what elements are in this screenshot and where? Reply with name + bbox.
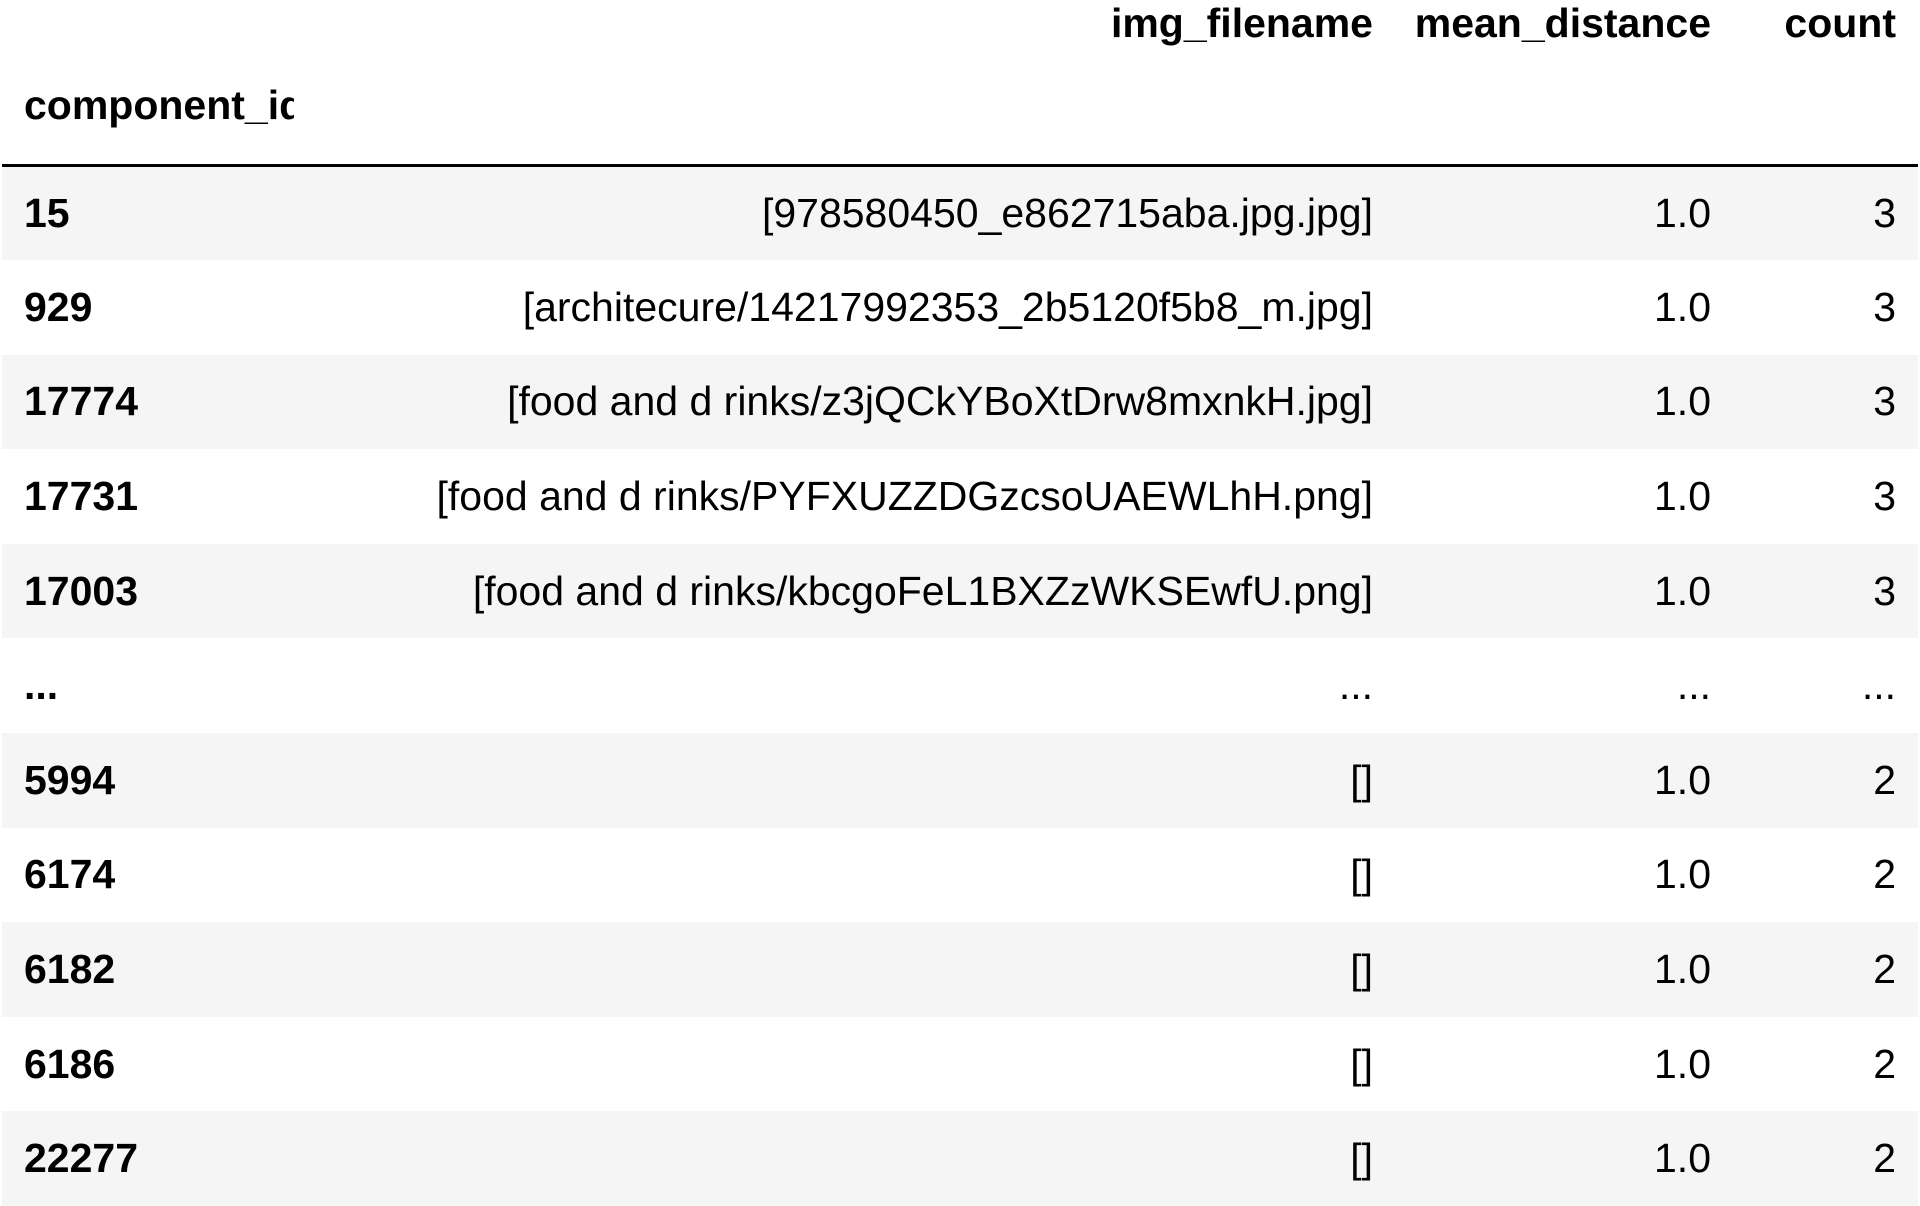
cell-mean-distance: 1.0	[1373, 166, 1733, 261]
row-index: 6174	[2, 828, 294, 923]
table-header: img_filename mean_distance count compone…	[2, 0, 1918, 166]
cell-count: 2	[1733, 828, 1918, 923]
table-row: ... ... ... ...	[2, 638, 1918, 733]
column-header-row: img_filename mean_distance count	[2, 0, 1918, 46]
cell-count: 2	[1733, 1111, 1918, 1206]
table-row: 5994 [] 1.0 2	[2, 733, 1918, 828]
row-index: 5994	[2, 733, 294, 828]
cell-img-filename: [food and d rinks/kbcgoFeL1BXZzWKSEwfU.p…	[294, 544, 1373, 639]
column-header-mean-distance: mean_distance	[1373, 0, 1733, 46]
cell-count: 2	[1733, 922, 1918, 1017]
table-row: 22277 [] 1.0 2	[2, 1111, 1918, 1206]
cell-count: 2	[1733, 1017, 1918, 1112]
row-index: 17003	[2, 544, 294, 639]
index-header-empty	[1733, 46, 1918, 166]
row-index: 6186	[2, 1017, 294, 1112]
table-row: 15 [978580450_e862715aba.jpg.jpg] 1.0 3	[2, 166, 1918, 261]
cell-img-filename: [food and d rinks/PYFXUZZDGzcsoUAEWLhH.p…	[294, 449, 1373, 544]
cell-mean-distance: ...	[1373, 638, 1733, 733]
cell-count: 3	[1733, 355, 1918, 450]
cell-count: ...	[1733, 638, 1918, 733]
row-index: 17774	[2, 355, 294, 450]
table-row: 17774 [food and d rinks/z3jQCkYBoXtDrw8m…	[2, 355, 1918, 450]
cell-img-filename: ...	[294, 638, 1373, 733]
index-header-blank	[2, 0, 294, 46]
row-index: 15	[2, 166, 294, 261]
table-row: 17731 [food and d rinks/PYFXUZZDGzcsoUAE…	[2, 449, 1918, 544]
cell-img-filename: []	[294, 922, 1373, 1017]
cell-count: 3	[1733, 260, 1918, 355]
cell-mean-distance: 1.0	[1373, 1111, 1733, 1206]
cell-img-filename: [architecure/14217992353_2b5120f5b8_m.jp…	[294, 260, 1373, 355]
cell-mean-distance: 1.0	[1373, 544, 1733, 639]
index-header-empty	[294, 46, 1373, 166]
column-header-img-filename: img_filename	[294, 0, 1373, 46]
table-row: 6182 [] 1.0 2	[2, 922, 1918, 1017]
cell-count: 2	[1733, 733, 1918, 828]
cell-img-filename: []	[294, 1017, 1373, 1112]
row-index: 6182	[2, 922, 294, 1017]
cell-img-filename: [978580450_e862715aba.jpg.jpg]	[294, 166, 1373, 261]
cell-mean-distance: 1.0	[1373, 449, 1733, 544]
table-row: 929 [architecure/14217992353_2b5120f5b8_…	[2, 260, 1918, 355]
cell-mean-distance: 1.0	[1373, 355, 1733, 450]
cell-img-filename: []	[294, 733, 1373, 828]
index-header-empty	[1373, 46, 1733, 166]
row-index: 929	[2, 260, 294, 355]
table-row: 6186 [] 1.0 2	[2, 1017, 1918, 1112]
cell-count: 3	[1733, 449, 1918, 544]
table-row: 6174 [] 1.0 2	[2, 828, 1918, 923]
index-header-row: component_id	[2, 46, 1918, 166]
row-index: 22277	[2, 1111, 294, 1206]
cell-mean-distance: 1.0	[1373, 260, 1733, 355]
cell-mean-distance: 1.0	[1373, 1017, 1733, 1112]
cell-mean-distance: 1.0	[1373, 828, 1733, 923]
row-index: 17731	[2, 449, 294, 544]
cell-mean-distance: 1.0	[1373, 922, 1733, 1017]
cell-mean-distance: 1.0	[1373, 733, 1733, 828]
cell-count: 3	[1733, 166, 1918, 261]
cell-img-filename: []	[294, 1111, 1373, 1206]
table-body: 15 [978580450_e862715aba.jpg.jpg] 1.0 3 …	[2, 166, 1918, 1206]
cell-count: 3	[1733, 544, 1918, 639]
row-index: ...	[2, 638, 294, 733]
column-header-count: count	[1733, 0, 1918, 46]
cell-img-filename: [food and d rinks/z3jQCkYBoXtDrw8mxnkH.j…	[294, 355, 1373, 450]
cell-img-filename: []	[294, 828, 1373, 923]
table-row: 17003 [food and d rinks/kbcgoFeL1BXZzWKS…	[2, 544, 1918, 639]
index-name-header: component_id	[2, 46, 294, 166]
